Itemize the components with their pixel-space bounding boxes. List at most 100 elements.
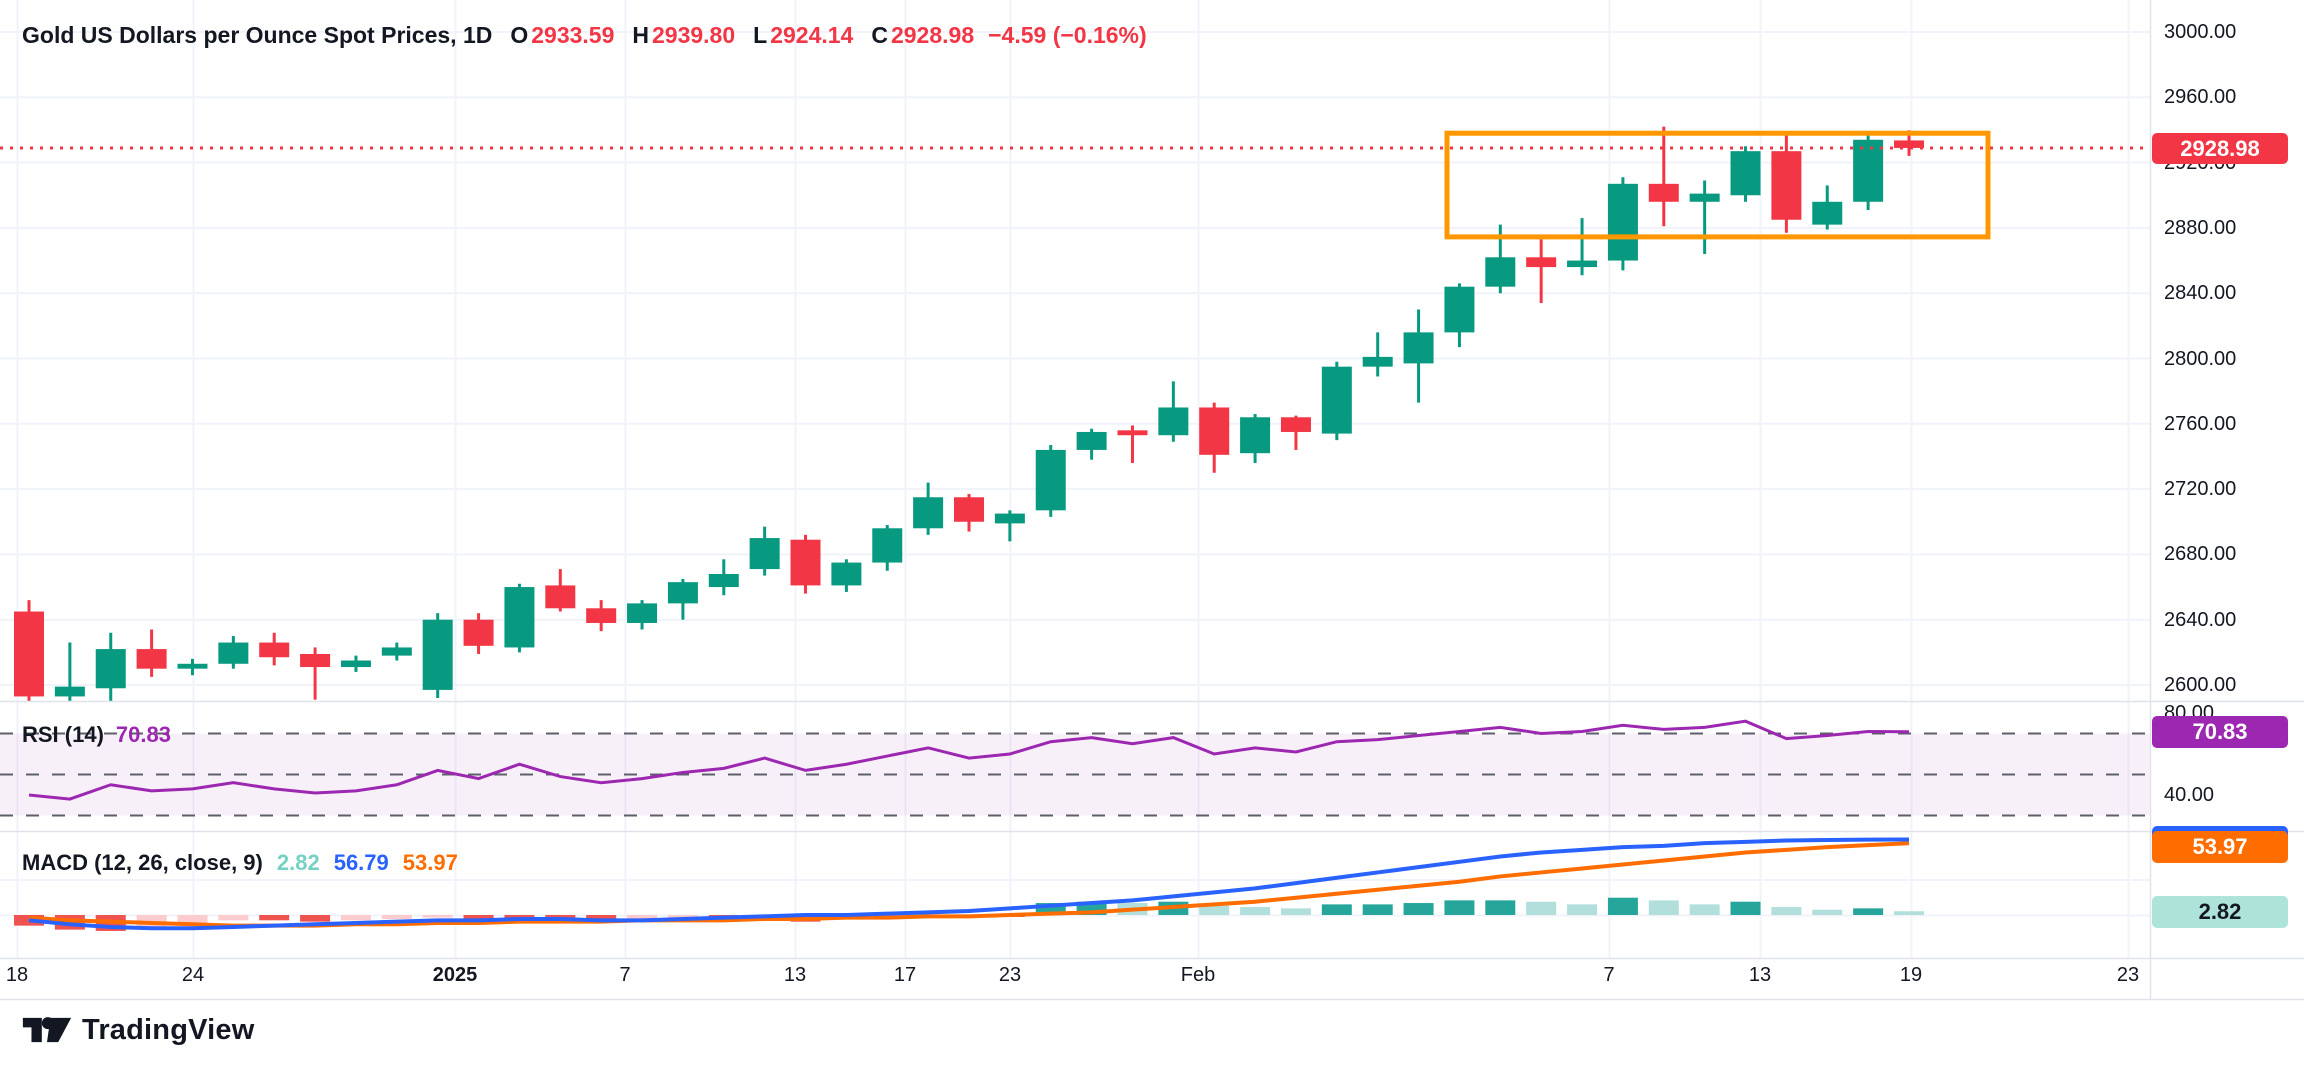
macd-hist-bar [1444,900,1475,915]
candle-body [218,642,249,664]
candle[interactable] [790,534,821,594]
candle-body [463,619,494,646]
candle-body [1485,257,1516,287]
macd-hist-badge: 2.82 [2152,896,2288,928]
macd-hist-bar [259,915,290,921]
candle-body [1158,407,1189,436]
candle[interactable] [667,578,698,620]
macd-line[interactable] [28,837,1910,931]
rsi-legend[interactable]: RSI (14) 70.83 [22,722,171,748]
candle[interactable] [1199,402,1230,473]
candles-layer[interactable] [14,126,1924,713]
candle-body [831,562,862,586]
time-tick-label: 13 [1748,964,1772,986]
last-price-badge: 2928.98 [2152,133,2288,164]
candle[interactable] [177,658,208,676]
time-tick-label: 17 [893,964,917,986]
candle[interactable] [422,613,453,699]
candle[interactable] [1444,283,1475,348]
candle-body [95,649,126,689]
time-tick-label: 13 [783,964,807,986]
candle[interactable] [1730,146,1761,202]
candle-body [1280,417,1311,432]
price-legend[interactable]: Gold US Dollars per Ounce Spot Prices, 1… [22,22,1147,49]
candle-body [300,653,331,668]
candle[interactable] [300,647,331,700]
candle[interactable] [831,559,862,592]
range-box-annotation[interactable] [1444,130,1991,240]
candle-body [340,660,371,668]
candle[interactable] [14,600,44,713]
candle[interactable] [627,600,658,630]
macd-hist-bar [1567,904,1598,915]
candle-body [586,608,617,623]
candle[interactable] [1035,445,1066,517]
candle[interactable] [259,632,290,666]
macd-hist-bar [1771,907,1802,915]
macd-hist-bar [1730,901,1761,915]
macd-hist-bar [422,915,453,918]
candle-body [1199,407,1230,455]
macd-legend[interactable]: MACD (12, 26, close, 9) 2.82 56.79 53.97 [22,850,458,876]
candle[interactable] [95,632,126,703]
rsi-line[interactable] [28,719,1910,801]
candle[interactable] [1812,185,1843,230]
candle[interactable] [1280,415,1311,450]
macd-hist-bar [1035,903,1066,915]
candle[interactable] [872,525,903,571]
tradingview-glyph-icon [22,1017,72,1043]
price-tick-label: 2720.00 [2164,478,2237,501]
candle[interactable] [381,642,412,661]
tradingview-brand-text: TradingView [82,1013,255,1046]
candle[interactable] [1403,309,1434,403]
rsi-badge: 70.83 [2152,716,2288,748]
candle[interactable] [1567,218,1598,276]
macd-hist-bar [300,915,331,922]
candle[interactable] [1771,131,1802,233]
candle[interactable] [1321,361,1352,441]
candle[interactable] [994,510,1025,542]
candle[interactable] [749,526,780,576]
candle-body [422,619,453,690]
candle[interactable] [1240,414,1271,463]
candle[interactable] [1526,239,1557,303]
candle-body [1689,193,1720,202]
candle[interactable] [218,636,249,669]
price-tick-label: 2800.00 [2164,347,2237,370]
symbol-title[interactable]: Gold US Dollars per Ounce Spot Prices, 1… [22,22,493,48]
rsi-pane[interactable] [0,702,2150,830]
candle[interactable] [586,600,617,632]
candle[interactable] [504,583,535,653]
candle[interactable] [340,655,371,672]
candle[interactable] [1362,332,1393,377]
candle-body [1035,449,1066,511]
price-pane[interactable] [0,0,2150,700]
candle[interactable] [463,613,494,654]
candle[interactable] [1853,134,1884,210]
candle[interactable] [1689,180,1720,255]
low-value: 2924.14 [770,22,854,48]
candle[interactable] [545,569,576,612]
candle[interactable] [1648,126,1679,227]
candle[interactable] [1158,381,1189,442]
tradingview-logo[interactable]: TradingView [22,1012,255,1048]
macd-label: MACD (12, 26, close, 9) [22,850,263,875]
candle-body [1240,417,1271,454]
time-tick-label: 23 [998,964,1022,986]
macd-hist-bar [627,915,658,921]
candle[interactable] [954,493,984,532]
macd-hist-bar [1321,904,1352,915]
candle[interactable] [708,559,739,596]
candle-body [1362,356,1393,367]
close-value: 2928.98 [890,22,975,48]
time-tick-label: 18 [5,964,29,986]
candle-body [1771,151,1802,220]
time-tick-label: 7 [1603,964,1615,986]
candle[interactable] [1607,177,1638,271]
candle[interactable] [54,642,85,710]
candle[interactable] [1117,425,1148,463]
candle[interactable] [913,482,944,535]
candle[interactable] [136,629,167,677]
candle[interactable] [1076,428,1107,460]
